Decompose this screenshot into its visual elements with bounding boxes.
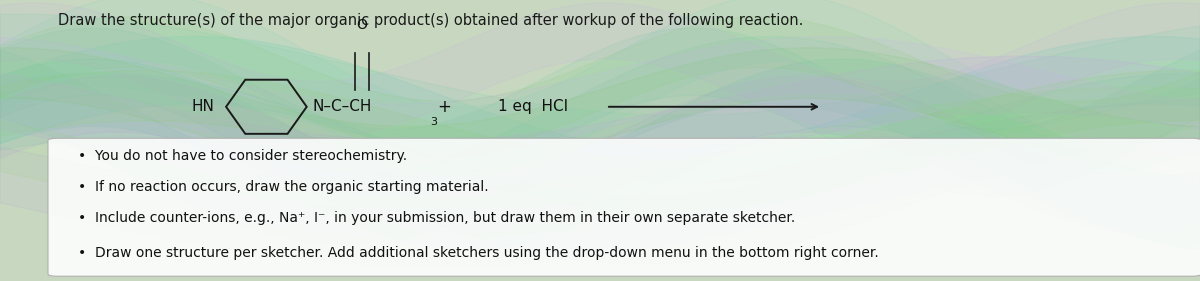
Text: •  Include counter-ions, e.g., Na⁺, I⁻, in your submission, but draw them in the: • Include counter-ions, e.g., Na⁺, I⁻, i… <box>78 211 796 225</box>
Text: N–C–CH: N–C–CH <box>313 99 372 114</box>
Text: •  If no reaction occurs, draw the organic starting material.: • If no reaction occurs, draw the organi… <box>78 180 488 194</box>
Text: +: + <box>437 98 451 116</box>
Text: •  You do not have to consider stereochemistry.: • You do not have to consider stereochem… <box>78 149 407 163</box>
Text: Draw the structure(s) of the major organic product(s) obtained after workup of t: Draw the structure(s) of the major organ… <box>58 13 803 28</box>
Text: 1 eq  HCI: 1 eq HCI <box>498 99 568 114</box>
Text: 3: 3 <box>431 117 437 127</box>
Text: HN: HN <box>192 99 215 114</box>
Text: •  Draw one structure per sketcher. Add additional sketchers using the drop-down: • Draw one structure per sketcher. Add a… <box>78 246 878 260</box>
Text: O: O <box>356 18 367 32</box>
FancyBboxPatch shape <box>48 138 1200 276</box>
